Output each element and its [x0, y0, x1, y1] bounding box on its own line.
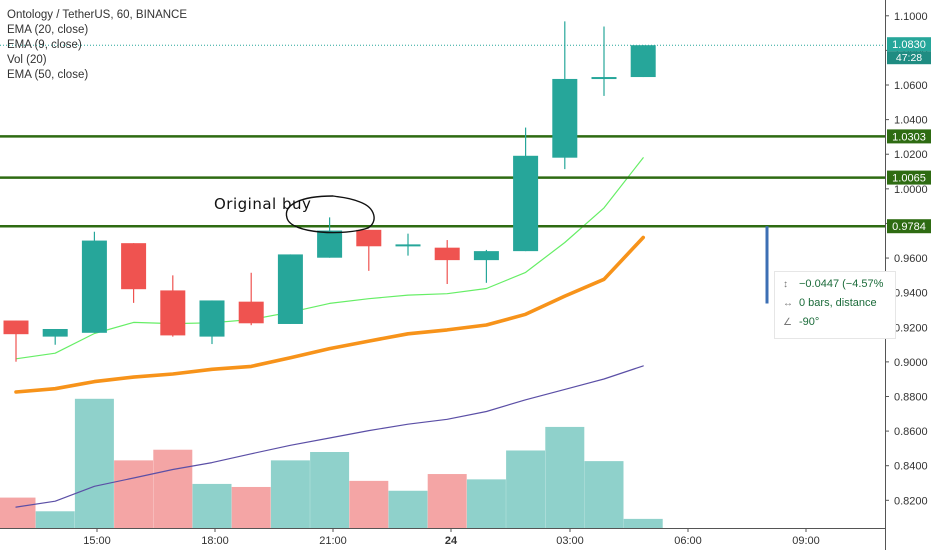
last-price-label: 1.0830 [892, 39, 926, 51]
measure-angle-row: ∠ -90° [783, 316, 819, 328]
x-tick-label: 09:00 [792, 535, 820, 547]
candle-body [277, 254, 303, 324]
last-price-badge [887, 37, 931, 52]
volume-bar [427, 474, 467, 528]
candle-body [238, 301, 264, 324]
candle-body [317, 230, 343, 258]
volume-bar [192, 483, 232, 528]
measure-change-row: ↕ −0.0447 (−4.57% [783, 278, 883, 290]
volume-bar [0, 497, 36, 528]
volume-bar [623, 518, 663, 528]
indicator-ema20[interactable]: EMA (20, close) [7, 24, 89, 36]
y-tick-label: 0.8600 [894, 426, 928, 438]
y-tick-label: 0.9400 [894, 288, 928, 300]
ema50-line [15, 365, 644, 508]
chart-legend: Ontology / TetherUS, 60, BINANCE EMA (20… [7, 8, 187, 83]
candle-body [513, 155, 539, 252]
level-price-badge [887, 219, 931, 234]
x-tick-label: 06:00 [674, 535, 702, 547]
annotation-circle [285, 195, 375, 234]
y-tick-label: 1.0400 [894, 115, 928, 127]
indicator-ema50[interactable]: EMA (50, close) [7, 69, 89, 81]
y-tick-label: 0.9200 [894, 322, 928, 334]
countdown-badge [887, 51, 931, 65]
ema20-line [14, 235, 646, 394]
measure-bars-text: 0 bars, distance [799, 297, 877, 309]
volume-bar [114, 460, 154, 528]
candle-body [3, 320, 29, 335]
y-tick-label: 0.9600 [894, 253, 928, 265]
volume-bar [153, 449, 193, 528]
level-price-badge [887, 170, 931, 185]
x-tick-label: 24 [445, 535, 458, 547]
candle-body [160, 290, 186, 336]
candle-body [473, 251, 499, 261]
candle-body [434, 247, 460, 261]
y-tick-label: 0.8400 [894, 461, 928, 473]
x-tick-label: 03:00 [556, 535, 584, 547]
measure-angle-text: -90° [799, 316, 820, 328]
x-tick-label: 18:00 [201, 535, 229, 547]
indicator-ema9[interactable]: EMA (9, close) [7, 39, 82, 51]
price-range-icon: ↕ [783, 279, 788, 290]
ema9-line [15, 157, 644, 360]
candle-body [630, 45, 656, 78]
x-tick-label: 21:00 [319, 535, 347, 547]
symbol-title[interactable]: Ontology / TetherUS, 60, BINANCE [7, 9, 188, 21]
y-tick-label: 1.0200 [894, 149, 928, 161]
level-price-badge [887, 129, 931, 144]
level-price-label: 1.0065 [892, 173, 926, 185]
volume-bar [35, 511, 75, 528]
y-tick-label: 0.8800 [894, 391, 928, 403]
candle-body [121, 243, 147, 290]
candle-body [356, 229, 382, 247]
y-tick-label: 1.0000 [894, 184, 928, 196]
angle-icon: ∠ [783, 317, 792, 328]
level-price-label: 0.9784 [892, 221, 926, 233]
x-tick-label: 15:00 [83, 535, 111, 547]
volume-bar [310, 452, 350, 528]
volume-bar [466, 479, 506, 528]
volume-bar [231, 486, 271, 528]
candle-body [395, 244, 421, 247]
volume-bar [545, 426, 585, 528]
volume-bar [506, 450, 546, 528]
candle-body [552, 78, 578, 158]
candle-body [591, 77, 617, 80]
volume-bar [584, 461, 624, 528]
volume-bar [349, 480, 389, 528]
annotation-text[interactable]: Original buy [214, 195, 312, 213]
y-tick-label: 0.8200 [894, 495, 928, 507]
y-tick-label: 0.9000 [894, 357, 928, 369]
level-price-label: 1.0303 [892, 131, 926, 143]
candle-body [81, 240, 107, 333]
candle-body [199, 300, 225, 337]
measure-info-box: ↕ −0.0447 (−4.57% ↔ 0 bars, distance ∠ -90° [774, 271, 896, 339]
volume-bar [74, 398, 114, 528]
bars-distance-icon: ↔ [783, 298, 793, 309]
volume-bar [388, 490, 428, 528]
indicator-volume[interactable]: Vol (20) [7, 54, 47, 66]
volume-bar [270, 460, 310, 528]
y-tick-label: 1.1000 [894, 11, 928, 23]
candle-body [42, 328, 68, 337]
measure-bars-row: ↔ 0 bars, distance [783, 297, 877, 309]
countdown-label: 47:28 [896, 52, 922, 64]
measure-change-text: −0.0447 (−4.57% [799, 278, 884, 290]
y-tick-label: 1.0600 [894, 80, 928, 92]
